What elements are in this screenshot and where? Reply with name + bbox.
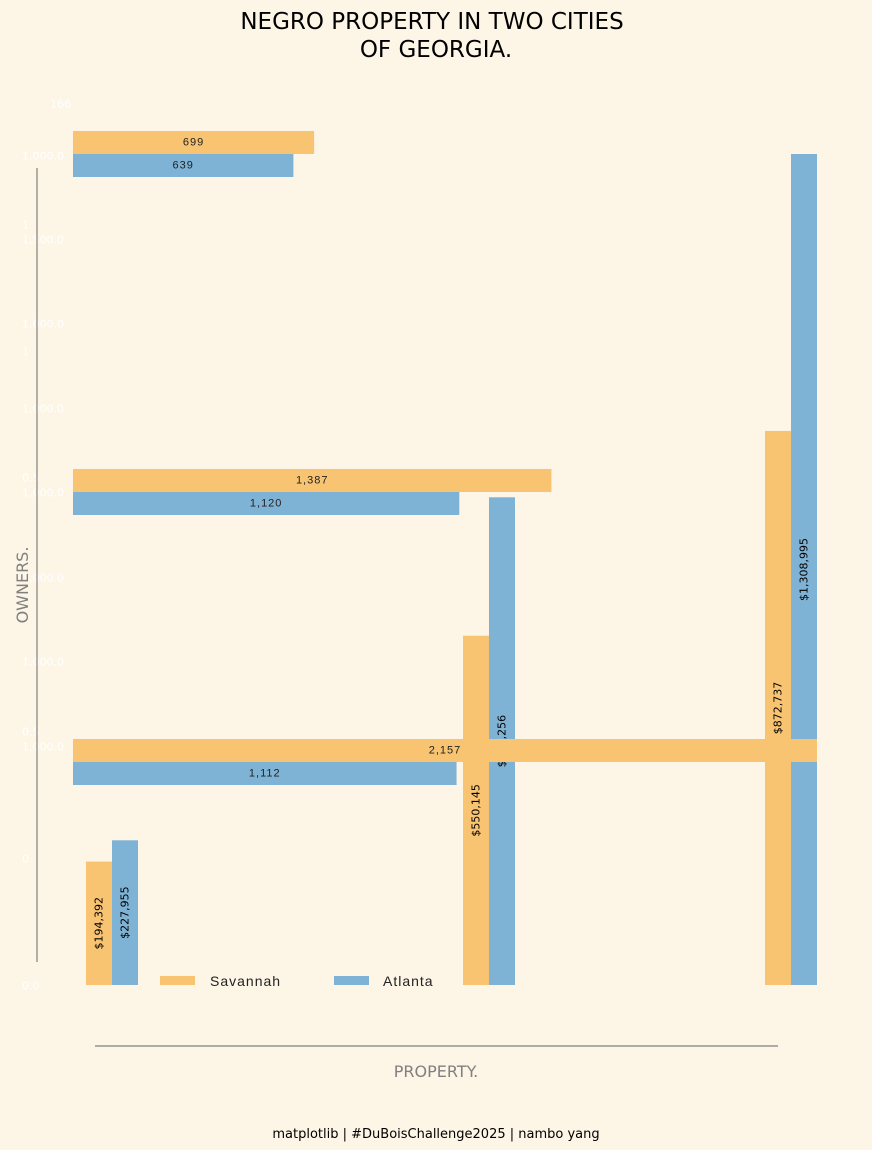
owners-bar-atlanta-3 (73, 762, 457, 785)
legend-label-atlanta: Atlanta (383, 973, 434, 989)
property-bar-savannah-1 (86, 861, 112, 985)
property-bar-savannah-3 (765, 430, 791, 985)
legend-swatch-savannah (160, 976, 195, 985)
legend-label-savannah: Savannah (210, 973, 281, 989)
faint-tick-label: 1,000.0 (22, 403, 64, 416)
faint-tick-label: 1 (22, 219, 29, 232)
faint-tick-label: 0.5 (22, 472, 40, 485)
property-bar-label-savannah-1: $194,392 (93, 897, 106, 950)
property-bar-atlanta-3 (791, 154, 817, 985)
property-axis-label: PROPERTY. (394, 1062, 478, 1081)
owners-axis-label: OWNERS. (13, 547, 32, 624)
owners-bar-savannah-3 (73, 739, 817, 762)
faint-tick-labels: 166 1,000.0 1 1,500.0 1,000.0 1 1,000.0 0.5 1,00… (22, 98, 71, 993)
owners-bar-atlanta-1 (73, 154, 294, 177)
owners-bar-label-atlanta-2: 1,120 (250, 498, 283, 510)
chart-title-line-1: NEGRO PROPERTY IN TWO CITIES (240, 9, 623, 35)
footer-credit: matplotlib | #DuBoisChallenge2025 | namb… (272, 1127, 599, 1142)
owners-bar-label-savannah-3: 2,157 (429, 745, 462, 757)
faint-tick-label: 0.0 (22, 980, 40, 993)
legend: Savannah Atlanta (160, 973, 434, 989)
faint-tick-label: 1,000.0 (22, 572, 64, 585)
faint-tick-label: 0.5 (22, 726, 40, 739)
faint-tick-label: 1,000.0 (22, 150, 64, 163)
owners-bar-savannah-2 (73, 469, 552, 492)
faint-tick-label: 1,000.0 (22, 318, 64, 331)
property-bars: $194,392$550,145$872,737$227,955$768,256… (86, 154, 817, 985)
legend-swatch-atlanta (334, 976, 369, 985)
chart-title-line-2: OF GEORGIA. (360, 37, 512, 63)
property-bar-label-atlanta-1: $227,955 (119, 886, 132, 939)
property-bar-label-savannah-3: $872,737 (772, 682, 785, 735)
owners-bars: 699 1,387 2,157 639 1,120 1,112 (73, 131, 817, 785)
faint-tick-label: 1 (22, 346, 29, 359)
owners-bar-label-savannah-2: 1,387 (296, 475, 329, 487)
property-bar-atlanta-1 (112, 840, 138, 985)
owners-bar-label-atlanta-3: 1,112 (249, 768, 281, 780)
faint-tick-label: 1,000.0 (22, 487, 64, 500)
owners-bar-label-atlanta-1: 639 (173, 160, 194, 172)
owners-bar-label-savannah-1: 699 (183, 137, 204, 149)
faint-tick-label: 1,000.0 (22, 741, 64, 754)
property-bar-savannah-2 (463, 635, 489, 985)
owners-bar-atlanta-2 (73, 492, 460, 515)
owners-bar-savannah-1 (73, 131, 315, 154)
faint-tick-label: 0 (22, 853, 29, 866)
faint-tick-label: 1,500.0 (22, 234, 64, 247)
property-bar-label-atlanta-3: $1,308,995 (798, 538, 811, 601)
faint-tick-label: 166 (50, 98, 71, 111)
faint-tick-label: 1,000.0 (22, 656, 64, 669)
property-bar-label-savannah-2: $550,145 (470, 784, 483, 837)
